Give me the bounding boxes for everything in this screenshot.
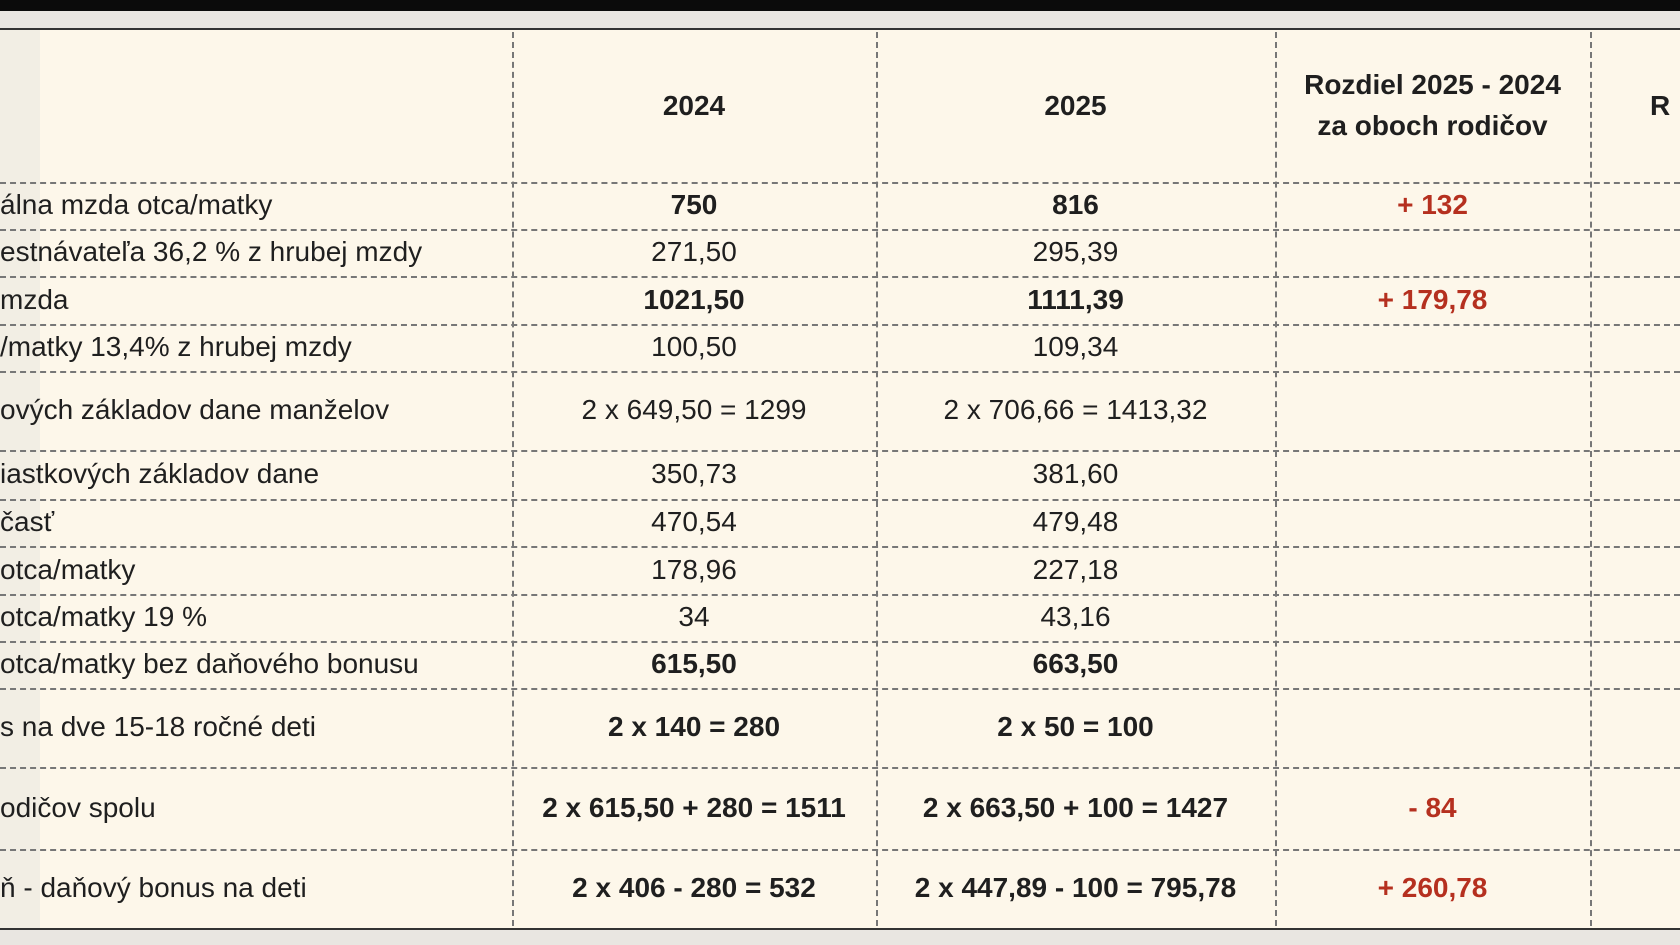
value-cell: 479,48: [1032, 506, 1119, 538]
column-divider: [1590, 32, 1592, 926]
value-cell: 663,50: [1032, 648, 1119, 680]
row-divider: [0, 229, 1680, 231]
value-cell: 34: [678, 601, 710, 633]
diff-cell: + 132: [1397, 189, 1468, 221]
column-divider: [876, 32, 878, 926]
row-divider: [0, 371, 1680, 373]
value-cell: 271,50: [651, 236, 737, 268]
column-header: 2024: [662, 89, 726, 121]
row-label: otca/matky 19 %: [0, 601, 207, 633]
row-label: otca/matky: [0, 553, 136, 585]
column-divider: [512, 32, 514, 926]
value-cell: 350,73: [651, 458, 737, 490]
row-label: álna mzda otca/matky: [0, 189, 273, 221]
value-cell: 178,96: [651, 553, 737, 585]
value-cell: 2 x 50 = 100: [997, 711, 1154, 743]
value-cell: 470,54: [651, 506, 737, 538]
row-divider: [0, 546, 1680, 548]
diff-cell: + 179,78: [1377, 283, 1488, 315]
row-divider: [0, 324, 1680, 326]
value-cell: 100,50: [651, 331, 737, 363]
value-cell: 615,50: [651, 648, 737, 680]
column-header: 2025: [1044, 89, 1107, 121]
table: [0, 28, 1680, 930]
header-line: Rozdiel 2025 - 2024: [1304, 69, 1561, 101]
value-cell: 816: [1052, 189, 1099, 221]
row-label: estnávateľa 36,2 % z hrubej mzdy: [0, 236, 423, 268]
diff-cell: - 84: [1408, 791, 1457, 823]
row-label: časť: [0, 506, 55, 538]
row-label: ň - daňový bonus na deti: [0, 872, 307, 904]
value-cell: 2 x 615,50 + 280 = 1511: [542, 791, 846, 823]
column-header: R: [1650, 89, 1671, 121]
value-cell: 2 x 447,89 - 100 = 795,78: [914, 872, 1237, 904]
value-cell: 1111,39: [1027, 283, 1124, 315]
header-line: za oboch rodičov: [1317, 110, 1548, 141]
row-divider: [0, 849, 1680, 851]
value-cell: 2 x 663,50 + 100 = 1427: [922, 791, 1229, 823]
row-label: /matky 13,4% z hrubej mzdy: [0, 331, 352, 363]
row-label: iastkových základov dane: [0, 458, 320, 490]
row-label: s na dve 15-18 ročné deti: [0, 711, 316, 743]
value-cell: 109,34: [1032, 331, 1119, 363]
value-cell: 750: [670, 189, 718, 221]
row-divider: [0, 182, 1680, 184]
row-divider: [0, 499, 1680, 501]
value-cell: 227,18: [1032, 553, 1119, 585]
value-cell: 2 x 706,66 = 1413,32: [943, 394, 1208, 426]
row-divider: [0, 450, 1680, 452]
value-cell: 381,60: [1032, 458, 1119, 490]
value-cell: 1021,50: [643, 283, 745, 315]
row-divider: [0, 594, 1680, 596]
diff-cell: + 260,78: [1377, 872, 1488, 904]
top-bar: [0, 0, 1680, 11]
value-cell: 295,39: [1032, 236, 1119, 268]
column-header: Rozdiel 2025 - 2024 za oboch rodičov: [1279, 30, 1586, 182]
row-divider: [0, 276, 1680, 278]
column-divider: [1275, 32, 1277, 926]
row-label: mzda: [0, 283, 69, 315]
value-cell: 2 x 649,50 = 1299: [581, 394, 807, 426]
value-cell: 2 x 406 - 280 = 532: [572, 872, 816, 904]
row-label: ových základov dane manželov: [0, 394, 390, 426]
row-label: otca/matky bez daňového bonusu: [0, 648, 419, 680]
row-divider: [0, 767, 1680, 769]
row-divider: [0, 688, 1680, 690]
value-cell: 2 x 140 = 280: [607, 711, 781, 743]
row-divider: [0, 641, 1680, 643]
row-label: odičov spolu: [0, 791, 156, 823]
left-strip: [0, 30, 40, 928]
value-cell: 43,16: [1040, 601, 1111, 633]
